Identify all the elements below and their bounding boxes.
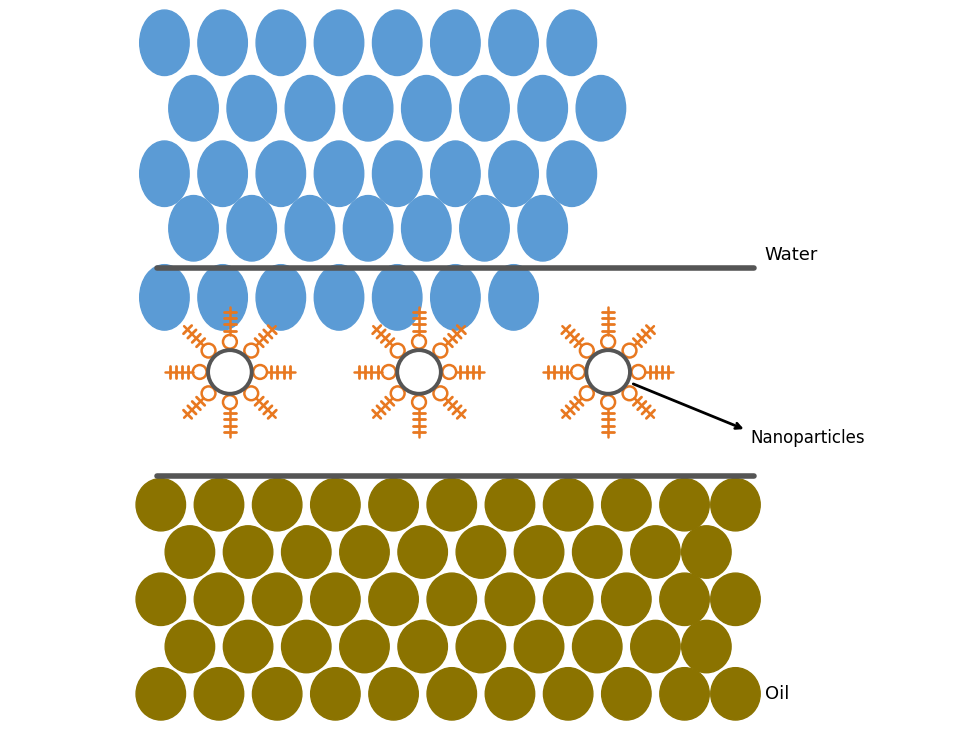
Ellipse shape	[314, 265, 363, 330]
Ellipse shape	[314, 10, 363, 75]
Ellipse shape	[681, 526, 731, 578]
Ellipse shape	[430, 265, 480, 330]
Ellipse shape	[401, 196, 451, 261]
Ellipse shape	[165, 620, 214, 673]
Ellipse shape	[485, 668, 535, 720]
Ellipse shape	[369, 668, 419, 720]
Ellipse shape	[194, 479, 244, 531]
Ellipse shape	[577, 75, 626, 141]
Ellipse shape	[311, 668, 360, 720]
Ellipse shape	[515, 526, 564, 578]
Ellipse shape	[369, 479, 419, 531]
Circle shape	[586, 350, 630, 394]
Ellipse shape	[573, 620, 622, 673]
Circle shape	[208, 350, 252, 394]
Ellipse shape	[710, 668, 761, 720]
Ellipse shape	[282, 526, 331, 578]
Ellipse shape	[430, 141, 480, 207]
Ellipse shape	[544, 479, 593, 531]
Ellipse shape	[489, 10, 539, 75]
Ellipse shape	[430, 10, 480, 75]
Ellipse shape	[547, 10, 597, 75]
Ellipse shape	[456, 526, 506, 578]
Ellipse shape	[660, 668, 709, 720]
Ellipse shape	[427, 668, 477, 720]
Ellipse shape	[198, 265, 247, 330]
Ellipse shape	[710, 573, 761, 625]
Ellipse shape	[194, 668, 244, 720]
Ellipse shape	[372, 265, 422, 330]
Ellipse shape	[485, 479, 535, 531]
Ellipse shape	[227, 75, 276, 141]
Circle shape	[397, 350, 441, 394]
Ellipse shape	[427, 479, 477, 531]
Ellipse shape	[631, 526, 680, 578]
Ellipse shape	[340, 620, 390, 673]
Ellipse shape	[285, 75, 334, 141]
Ellipse shape	[681, 620, 731, 673]
Ellipse shape	[456, 620, 506, 673]
Ellipse shape	[169, 75, 218, 141]
Ellipse shape	[710, 479, 761, 531]
Ellipse shape	[518, 196, 568, 261]
Ellipse shape	[140, 265, 189, 330]
Ellipse shape	[343, 196, 392, 261]
Ellipse shape	[602, 668, 651, 720]
Ellipse shape	[660, 479, 709, 531]
Ellipse shape	[544, 573, 593, 625]
Ellipse shape	[427, 573, 477, 625]
Ellipse shape	[372, 141, 422, 207]
Ellipse shape	[459, 75, 510, 141]
Ellipse shape	[165, 526, 214, 578]
Ellipse shape	[136, 479, 185, 531]
Ellipse shape	[343, 75, 392, 141]
Ellipse shape	[194, 573, 244, 625]
Ellipse shape	[401, 75, 451, 141]
Ellipse shape	[314, 141, 363, 207]
Ellipse shape	[198, 10, 247, 75]
Ellipse shape	[140, 10, 189, 75]
Ellipse shape	[602, 573, 651, 625]
Ellipse shape	[311, 479, 360, 531]
Ellipse shape	[227, 196, 276, 261]
Ellipse shape	[223, 526, 273, 578]
Ellipse shape	[253, 479, 302, 531]
Text: Water: Water	[765, 246, 818, 264]
Ellipse shape	[547, 141, 597, 207]
Ellipse shape	[660, 573, 709, 625]
Text: Nanoparticles: Nanoparticles	[750, 429, 864, 446]
Ellipse shape	[485, 573, 535, 625]
Ellipse shape	[198, 141, 247, 207]
Ellipse shape	[311, 573, 360, 625]
Ellipse shape	[369, 573, 419, 625]
Ellipse shape	[169, 196, 218, 261]
Ellipse shape	[372, 10, 422, 75]
Ellipse shape	[398, 526, 448, 578]
Ellipse shape	[253, 668, 302, 720]
Ellipse shape	[631, 620, 680, 673]
Ellipse shape	[140, 141, 189, 207]
Ellipse shape	[544, 668, 593, 720]
Ellipse shape	[223, 620, 273, 673]
Ellipse shape	[459, 196, 510, 261]
Ellipse shape	[256, 10, 305, 75]
Ellipse shape	[489, 265, 539, 330]
Ellipse shape	[256, 141, 305, 207]
Ellipse shape	[285, 196, 334, 261]
Ellipse shape	[136, 573, 185, 625]
Ellipse shape	[136, 668, 185, 720]
Text: Oil: Oil	[765, 685, 789, 703]
Ellipse shape	[398, 620, 448, 673]
Ellipse shape	[253, 573, 302, 625]
Ellipse shape	[282, 620, 331, 673]
Ellipse shape	[518, 75, 568, 141]
Ellipse shape	[602, 479, 651, 531]
Ellipse shape	[489, 141, 539, 207]
Ellipse shape	[340, 526, 390, 578]
Ellipse shape	[573, 526, 622, 578]
Ellipse shape	[515, 620, 564, 673]
Ellipse shape	[256, 265, 305, 330]
